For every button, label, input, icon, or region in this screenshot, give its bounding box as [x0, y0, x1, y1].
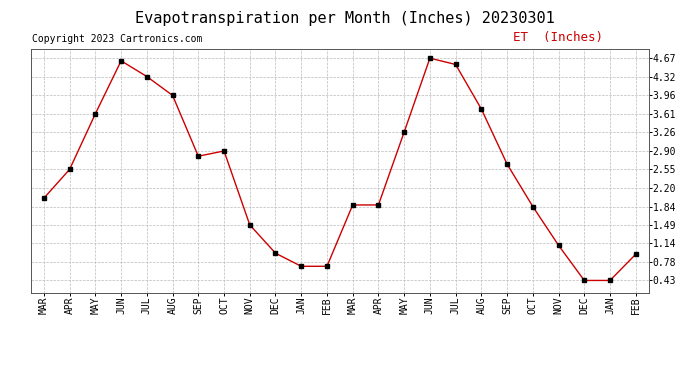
- Text: ET  (Inches): ET (Inches): [513, 31, 603, 44]
- Text: Evapotranspiration per Month (Inches) 20230301: Evapotranspiration per Month (Inches) 20…: [135, 11, 555, 26]
- Text: Copyright 2023 Cartronics.com: Copyright 2023 Cartronics.com: [32, 34, 202, 44]
